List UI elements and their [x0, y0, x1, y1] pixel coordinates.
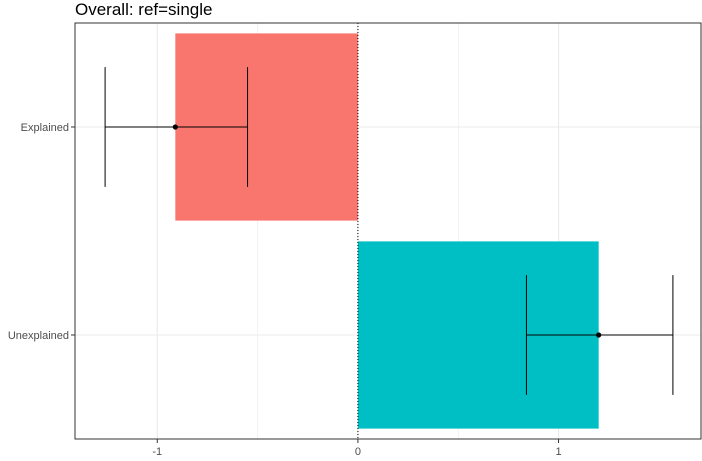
panel-border	[74, 22, 702, 440]
x-tick-label: 1	[555, 446, 561, 458]
point-estimate	[172, 124, 178, 130]
x-tick-label: 0	[355, 446, 361, 458]
y-tick-label: Explained	[21, 122, 69, 134]
point-estimate	[596, 332, 602, 338]
axes: -1 0 1 Explained Unexplained	[8, 122, 562, 458]
error-bars	[104, 67, 674, 395]
y-tick-label: Unexplained	[8, 330, 69, 342]
x-tick-label: -1	[152, 446, 162, 458]
bars	[175, 33, 599, 429]
chart-title: Overall: ref=single	[75, 0, 213, 19]
